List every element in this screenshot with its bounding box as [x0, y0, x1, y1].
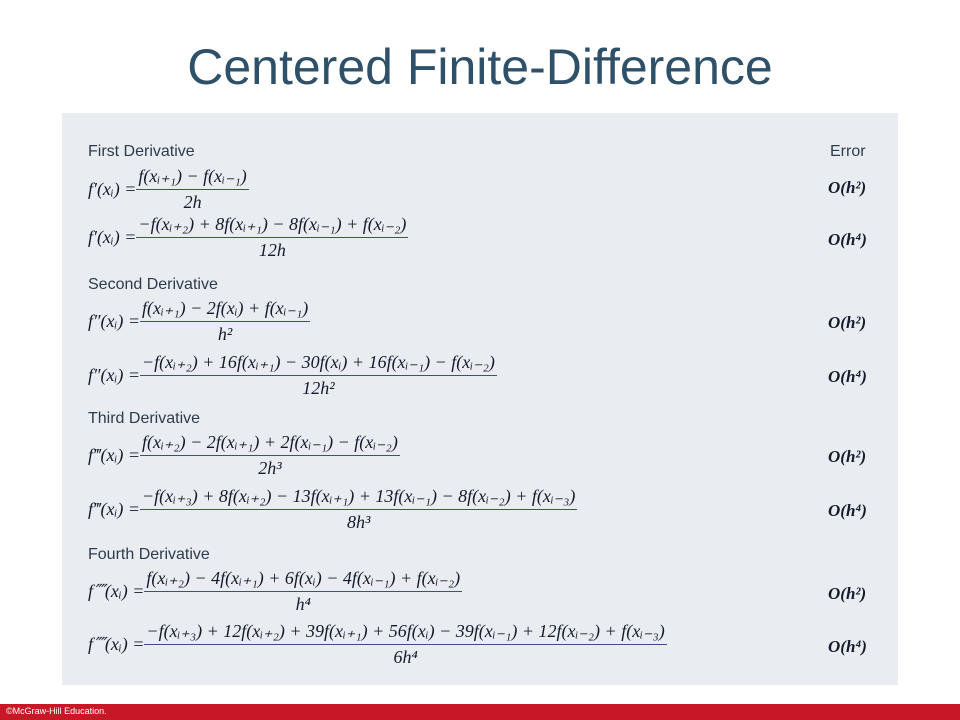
formula-lhs: f‴(xᵢ) = [88, 499, 141, 519]
section-heading-second: Second Derivative [88, 276, 218, 293]
formula-numerator: f(xᵢ₊₁) − f(xᵢ₋₁) [136, 166, 249, 190]
formula-numerator: f(xᵢ₊₁) − 2f(xᵢ) + f(xᵢ₋₁) [139, 298, 311, 322]
formula-row: f″(xᵢ) = −f(xᵢ₊₂) + 16f(xᵢ₊₁) − 30f(xᵢ) … [88, 352, 497, 399]
formula-numerator: −f(xᵢ₊₃) + 12f(xᵢ₊₂) + 39f(xᵢ₊₁) + 56f(x… [144, 621, 667, 645]
formula-lhs: f⁗(xᵢ) = [88, 581, 145, 601]
section-heading-fourth: Fourth Derivative [88, 546, 210, 563]
formula-numerator: f(xᵢ₊₂) − 2f(xᵢ₊₁) + 2f(xᵢ₋₁) − f(xᵢ₋₂) [140, 432, 400, 456]
formula-denominator: 8h³ [347, 512, 371, 532]
formula-denominator: 12h [258, 240, 286, 260]
formula-numerator: −f(xᵢ₊₂) + 8f(xᵢ₊₁) − 8f(xᵢ₋₁) + f(xᵢ₋₂) [136, 214, 409, 238]
formula-denominator: 2h [183, 192, 202, 212]
section-heading-first: First Derivative [88, 143, 195, 160]
error-order: O(h⁴) [828, 501, 867, 520]
formula-denominator: 6h⁴ [393, 647, 418, 667]
formula-row: f′(xᵢ) = f(xᵢ₊₁) − f(xᵢ₋₁) 2h [88, 166, 249, 213]
formula-fraction: −f(xᵢ₊₂) + 16f(xᵢ₊₁) − 30f(xᵢ) + 16f(xᵢ₋… [139, 352, 497, 399]
error-order: O(h²) [828, 584, 867, 603]
formula-lhs: f″(xᵢ) = [88, 365, 140, 385]
error-order: O(h⁴) [828, 230, 867, 249]
error-order: O(h²) [828, 447, 867, 466]
formula-row: f‴(xᵢ) = −f(xᵢ₊₃) + 8f(xᵢ₊₂) − 13f(xᵢ₊₁)… [88, 486, 578, 533]
formula-panel [62, 113, 898, 685]
formula-row: f‴(xᵢ) = f(xᵢ₊₂) − 2f(xᵢ₊₁) + 2f(xᵢ₋₁) −… [88, 432, 400, 479]
formula-fraction: f(xᵢ₊₁) − 2f(xᵢ) + f(xᵢ₋₁) h² [139, 298, 311, 345]
formula-denominator: 2h³ [258, 458, 282, 478]
formula-numerator: f(xᵢ₊₂) − 4f(xᵢ₊₁) + 6f(xᵢ) − 4f(xᵢ₋₁) +… [144, 568, 463, 592]
formula-numerator: −f(xᵢ₊₂) + 16f(xᵢ₊₁) − 30f(xᵢ) + 16f(xᵢ₋… [139, 352, 497, 376]
slide-title: Centered Finite-Difference [187, 39, 773, 95]
section-heading-third: Third Derivative [88, 410, 201, 427]
formula-row: f″(xᵢ) = f(xᵢ₊₁) − 2f(xᵢ) + f(xᵢ₋₁) h² [88, 298, 311, 345]
formula-denominator: h² [217, 324, 233, 344]
formula-lhs: f‴(xᵢ) = [88, 445, 141, 465]
copyright-text: ©McGraw-Hill Education. [6, 706, 107, 716]
formula-fraction: −f(xᵢ₊₃) + 12f(xᵢ₊₂) + 39f(xᵢ₊₁) + 56f(x… [144, 621, 667, 668]
formula-denominator: 12h² [302, 378, 335, 398]
formula-lhs: f″(xᵢ) = [88, 311, 140, 331]
formula-fraction: f(xᵢ₊₂) − 4f(xᵢ₊₁) + 6f(xᵢ) − 4f(xᵢ₋₁) +… [144, 568, 463, 615]
formula-row: f′(xᵢ) = −f(xᵢ₊₂) + 8f(xᵢ₊₁) − 8f(xᵢ₋₁) … [88, 214, 409, 261]
error-order: O(h²) [828, 313, 867, 332]
formula-lhs: f⁗(xᵢ) = [88, 634, 145, 654]
formula-lhs: f′(xᵢ) = [88, 179, 137, 199]
error-order: O(h⁴) [828, 367, 867, 386]
formula-fraction: f(xᵢ₊₂) − 2f(xᵢ₊₁) + 2f(xᵢ₋₁) − f(xᵢ₋₂) … [140, 432, 400, 479]
footer-bar: ©McGraw-Hill Education. [0, 704, 960, 720]
formula-denominator: h⁴ [295, 594, 311, 614]
formula-row: f⁗(xᵢ) = f(xᵢ₊₂) − 4f(xᵢ₊₁) + 6f(xᵢ) − 4… [88, 568, 463, 615]
error-order: O(h²) [828, 178, 867, 197]
error-order: O(h⁴) [828, 637, 867, 656]
formula-fraction: f(xᵢ₊₁) − f(xᵢ₋₁) 2h [136, 166, 249, 213]
formula-fraction: −f(xᵢ₊₃) + 8f(xᵢ₊₂) − 13f(xᵢ₊₁) + 13f(xᵢ… [140, 486, 578, 533]
error-header: Error [830, 143, 866, 160]
formula-lhs: f′(xᵢ) = [88, 227, 137, 247]
formula-numerator: −f(xᵢ₊₃) + 8f(xᵢ₊₂) − 13f(xᵢ₊₁) + 13f(xᵢ… [140, 486, 578, 510]
formula-row: f⁗(xᵢ) = −f(xᵢ₊₃) + 12f(xᵢ₊₂) + 39f(xᵢ₊₁… [88, 621, 667, 668]
formula-fraction: −f(xᵢ₊₂) + 8f(xᵢ₊₁) − 8f(xᵢ₋₁) + f(xᵢ₋₂)… [136, 214, 409, 261]
